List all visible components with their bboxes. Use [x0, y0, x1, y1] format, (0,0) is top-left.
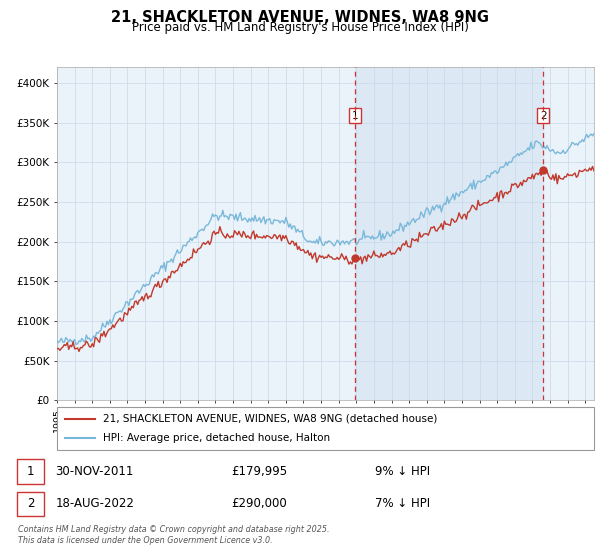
- Text: 9% ↓ HPI: 9% ↓ HPI: [375, 465, 430, 478]
- Text: 7% ↓ HPI: 7% ↓ HPI: [375, 497, 430, 510]
- Text: 21, SHACKLETON AVENUE, WIDNES, WA8 9NG: 21, SHACKLETON AVENUE, WIDNES, WA8 9NG: [111, 10, 489, 25]
- Bar: [17, 459, 44, 484]
- Text: Contains HM Land Registry data © Crown copyright and database right 2025.
This d: Contains HM Land Registry data © Crown c…: [18, 525, 329, 545]
- Text: £290,000: £290,000: [231, 497, 287, 510]
- Text: 30-NOV-2011: 30-NOV-2011: [55, 465, 134, 478]
- Text: 2: 2: [540, 110, 547, 120]
- Text: HPI: Average price, detached house, Halton: HPI: Average price, detached house, Halt…: [103, 433, 330, 443]
- Text: 1: 1: [26, 465, 34, 478]
- Text: Price paid vs. HM Land Registry's House Price Index (HPI): Price paid vs. HM Land Registry's House …: [131, 21, 469, 34]
- Text: £179,995: £179,995: [231, 465, 287, 478]
- Bar: [355, 67, 544, 400]
- Text: 1: 1: [352, 110, 358, 120]
- Text: 21, SHACKLETON AVENUE, WIDNES, WA8 9NG (detached house): 21, SHACKLETON AVENUE, WIDNES, WA8 9NG (…: [103, 414, 437, 423]
- Text: 2: 2: [26, 497, 34, 510]
- Text: 18-AUG-2022: 18-AUG-2022: [55, 497, 134, 510]
- Bar: [17, 492, 44, 516]
